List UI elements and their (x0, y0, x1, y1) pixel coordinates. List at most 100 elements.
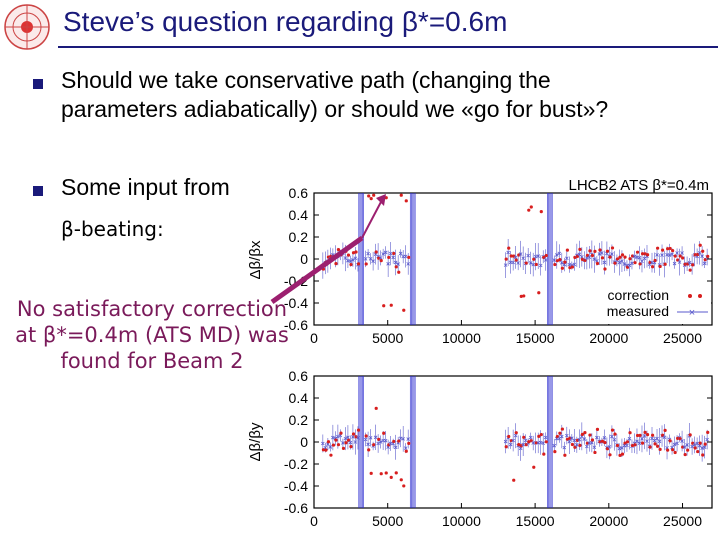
measured-point (538, 263, 543, 268)
y-tick-label: 0 (300, 251, 308, 267)
measured-point (378, 440, 383, 444)
measured-point (513, 433, 518, 438)
measured-point (516, 261, 520, 265)
correction-point (364, 434, 368, 438)
correction-point (407, 441, 411, 445)
measured-point (406, 262, 410, 266)
correction-point (701, 249, 705, 253)
correction-point (643, 252, 647, 256)
measured-point (657, 439, 662, 444)
correction-point (351, 432, 356, 436)
correction-point (356, 428, 361, 432)
correction-point (369, 471, 373, 475)
measured-point (336, 434, 340, 439)
correction-point (668, 439, 672, 443)
correction-point (645, 432, 650, 437)
measured-point (506, 250, 510, 255)
correction-point (514, 258, 518, 262)
measured-point (640, 259, 644, 264)
measured-point (602, 436, 607, 440)
correction-point (377, 437, 381, 441)
correction-point (578, 247, 582, 251)
measured-point (705, 437, 709, 442)
correction-point (613, 432, 617, 436)
measured-point (680, 439, 684, 443)
correction-point (663, 428, 667, 432)
correction-point (678, 254, 682, 258)
correction-point (399, 193, 403, 197)
measured-point (590, 440, 594, 445)
measured-point (528, 261, 533, 265)
measured-point (346, 435, 350, 440)
correction-point (379, 259, 383, 263)
correction-point (595, 261, 600, 266)
correction-point (384, 471, 388, 475)
measured-point (341, 441, 345, 445)
correction-point (369, 196, 373, 201)
measured-point (595, 259, 599, 263)
x-tick-label: 10000 (442, 330, 481, 346)
correction-point (688, 268, 692, 272)
measured-point (597, 252, 602, 256)
sub-bullet-text: β-beating: (61, 217, 164, 241)
correction-point (329, 453, 333, 457)
correction-point (542, 452, 546, 456)
measured-point (607, 445, 612, 449)
correction-point (603, 440, 607, 445)
correction-point (693, 446, 697, 450)
y-tick-label: -0.4 (284, 295, 308, 311)
correction-point (583, 431, 587, 435)
measured-point (577, 437, 582, 442)
correction-point (399, 478, 403, 482)
measured-point (635, 439, 639, 444)
correction-point (656, 246, 660, 250)
correction-point (512, 254, 516, 258)
correction-point (673, 254, 677, 258)
measured-point (403, 446, 408, 450)
bullet-2-text: Some input from (61, 174, 230, 200)
correction-point (638, 262, 642, 266)
y-tick-label: 0.2 (289, 229, 309, 245)
correction-point (588, 249, 592, 253)
correction-point (534, 262, 538, 267)
measured-point (640, 437, 644, 441)
measured-point (348, 259, 353, 263)
correction-point (666, 247, 670, 251)
correction-point (331, 443, 336, 447)
measured-point (386, 261, 390, 266)
measured-point (541, 441, 546, 446)
measured-point (521, 442, 525, 447)
correction-point (701, 453, 705, 457)
measured-point (582, 437, 587, 441)
measured-point (625, 443, 629, 448)
correction-point (326, 440, 331, 444)
y-axis-label: Δβ/βy (247, 422, 264, 461)
correction-point (544, 440, 548, 444)
measured-point (343, 436, 348, 441)
pointer-arrow (270, 194, 386, 305)
correction-point (623, 255, 627, 259)
measured-point (690, 444, 694, 449)
correction-point (504, 257, 508, 261)
y-tick-label: -0.2 (284, 456, 308, 472)
correction-point (392, 251, 396, 256)
y-axis-label: Δβ/βx (247, 240, 264, 279)
correction-point (372, 193, 376, 197)
correction-point (688, 433, 692, 437)
correction-point (374, 250, 378, 254)
correction-point (603, 267, 607, 271)
correction-point (553, 449, 557, 454)
measured-point (543, 435, 548, 440)
correction-point (600, 256, 605, 260)
correction-point (686, 448, 690, 452)
measured-point (585, 444, 589, 449)
correction-point (407, 255, 411, 259)
measured-point (328, 445, 333, 449)
measured-point (600, 251, 604, 255)
correction-point (645, 253, 650, 257)
correction-point (527, 208, 531, 212)
measured-point (702, 445, 707, 449)
note-text: No satisfactory correction at β*=0.4m (A… (15, 297, 289, 373)
measured-point (572, 262, 577, 267)
correction-point (339, 431, 343, 435)
